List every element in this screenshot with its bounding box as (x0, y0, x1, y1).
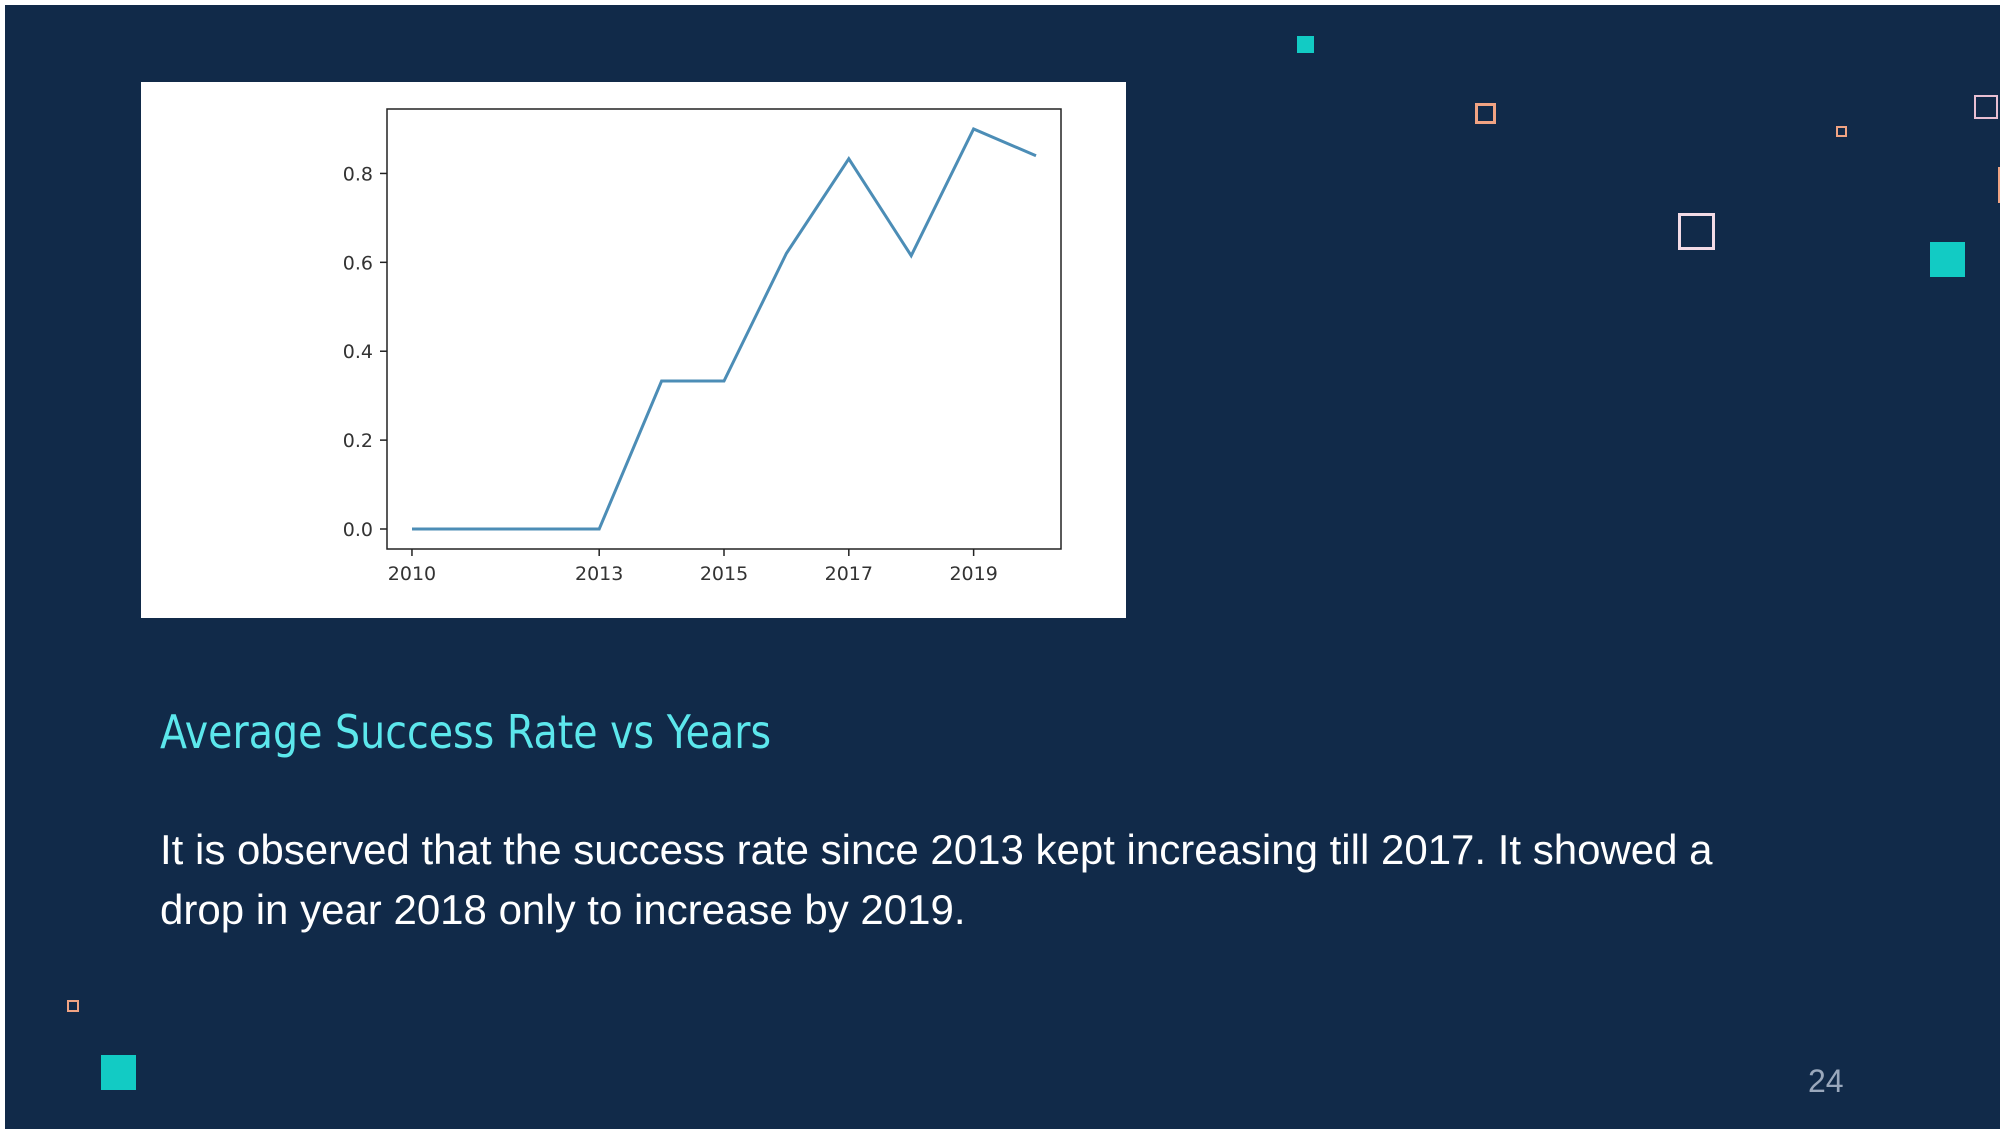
slide: 0.0 0.2 0.4 0.6 0.8 2010 2013 2015 2017 2019 Ave… (5, 5, 2000, 1129)
y-axis: 0.0 0.2 0.4 0.6 0.8 (343, 163, 387, 541)
x-tick-label: 2019 (949, 563, 997, 585)
x-tick-label: 2013 (575, 563, 623, 585)
chart-card: 0.0 0.2 0.4 0.6 0.8 2010 2013 2015 2017 2019 (141, 82, 1126, 618)
slide-body-text: It is observed that the success rate sin… (160, 826, 1713, 933)
y-tick-label: 0.4 (343, 341, 373, 363)
series-line (412, 127, 1037, 531)
y-tick-label: 0.6 (343, 252, 373, 274)
deco-square-salmon-edge (1998, 167, 2000, 203)
deco-square-salmon-outline (1475, 103, 1496, 124)
x-tick-label: 2017 (825, 563, 873, 585)
deco-square-white-outline (1678, 213, 1715, 250)
page-number: 24 (1808, 1063, 1844, 1099)
deco-square-cyan-bottom (101, 1055, 136, 1090)
y-tick-label: 0.2 (343, 430, 373, 452)
x-tick-label: 2010 (388, 563, 436, 585)
deco-square-salmon-bottom (67, 1000, 79, 1012)
deco-square-cyan-medium (1930, 242, 1965, 277)
series-layer (411, 127, 1037, 531)
line-chart: 0.0 0.2 0.4 0.6 0.8 2010 2013 2015 2017 2019 (343, 108, 1062, 585)
y-tick-label: 0.8 (343, 163, 373, 185)
deco-square-pink-outline (1974, 95, 1998, 119)
x-axis: 2010 2013 2015 2017 2019 (388, 549, 998, 585)
deco-square-cyan-small (1297, 36, 1314, 53)
x-tick-label: 2015 (700, 563, 748, 585)
y-tick-label: 0.0 (343, 519, 373, 541)
slide-title: Average Success Rate vs Years (160, 705, 772, 759)
plot-frame (386, 108, 1062, 550)
deco-square-salmon-tiny (1836, 126, 1847, 137)
